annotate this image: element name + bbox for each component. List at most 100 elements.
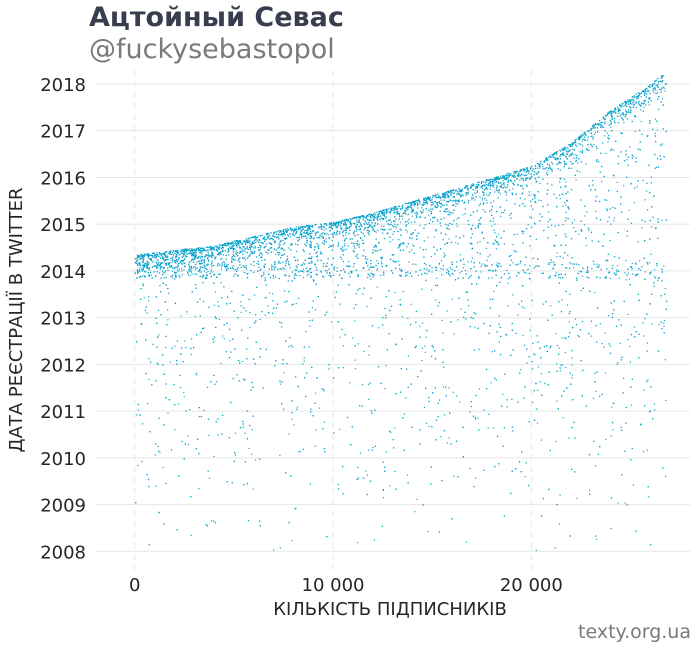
scatter-point xyxy=(646,449,648,451)
scatter-point xyxy=(464,201,466,203)
scatter-point xyxy=(624,272,626,274)
scatter-point xyxy=(583,224,586,226)
scatter-point xyxy=(217,301,219,303)
scatter-point xyxy=(475,187,477,190)
scatter-point xyxy=(414,212,416,214)
scatter-point xyxy=(640,105,642,107)
scatter-point xyxy=(658,108,660,111)
scatter-point xyxy=(492,220,494,222)
scatter-point xyxy=(465,185,467,187)
scatter-point xyxy=(298,297,300,299)
scatter-point xyxy=(631,154,633,156)
scatter-point xyxy=(148,300,150,302)
scatter-point xyxy=(410,202,412,204)
scatter-point xyxy=(493,290,495,292)
scatter-point xyxy=(350,218,352,221)
scatter-point xyxy=(352,337,354,339)
scatter-point xyxy=(559,494,561,496)
scatter-point xyxy=(644,271,646,273)
scatter-point xyxy=(435,207,437,209)
scatter-point xyxy=(431,289,433,291)
scatter-point xyxy=(385,209,387,211)
scatter-point xyxy=(286,258,289,260)
scatter-point xyxy=(299,275,301,277)
scatter-point xyxy=(467,202,469,204)
scatter-point xyxy=(551,155,554,157)
scatter-point xyxy=(296,406,298,408)
scatter-point xyxy=(242,243,244,245)
scatter-point xyxy=(664,90,666,92)
scatter-point xyxy=(181,249,183,251)
scatter-point xyxy=(578,264,580,266)
scatter-point xyxy=(485,247,488,249)
scatter-point xyxy=(519,175,521,177)
scatter-point xyxy=(233,259,235,261)
scatter-point xyxy=(216,250,219,252)
scatter-point xyxy=(448,210,450,212)
grid-layer xyxy=(95,70,690,570)
scatter-point xyxy=(456,218,458,220)
scatter-point xyxy=(429,197,431,199)
scatter-point xyxy=(325,223,327,225)
scatter-point xyxy=(241,242,244,244)
scatter-point xyxy=(378,327,380,329)
scatter-point xyxy=(442,332,444,334)
scatter-point xyxy=(453,333,455,335)
scatter-point xyxy=(556,153,558,155)
scatter-point xyxy=(278,233,280,236)
scatter-point xyxy=(269,292,271,294)
scatter-point xyxy=(350,225,352,227)
scatter-point xyxy=(414,229,416,231)
scatter-point xyxy=(208,434,210,437)
scatter-point xyxy=(623,101,625,103)
scatter-point xyxy=(566,267,568,269)
scatter-point xyxy=(171,266,173,268)
scatter-point xyxy=(210,271,212,273)
scatter-point xyxy=(323,229,325,231)
scatter-point xyxy=(178,250,180,252)
scatter-point xyxy=(186,253,188,255)
scatter-point xyxy=(361,216,363,218)
scatter-point xyxy=(633,96,635,99)
scatter-point xyxy=(367,383,370,385)
scatter-point xyxy=(382,497,385,499)
scatter-point xyxy=(592,127,594,129)
scatter-point xyxy=(356,244,358,246)
scatter-point xyxy=(586,139,589,141)
scatter-point xyxy=(662,75,664,77)
scatter-point xyxy=(385,296,387,298)
scatter-point xyxy=(557,168,559,170)
scatter-point xyxy=(599,123,601,125)
scatter-point xyxy=(474,326,476,328)
scatter-point xyxy=(480,271,482,273)
scatter-point xyxy=(529,168,531,170)
scatter-point xyxy=(191,273,193,275)
scatter-point xyxy=(655,80,657,82)
scatter-point xyxy=(359,228,361,230)
scatter-point xyxy=(152,343,154,345)
scatter-point xyxy=(661,75,663,77)
scatter-point xyxy=(547,170,549,172)
scatter-point xyxy=(226,264,228,266)
scatter-point xyxy=(375,216,377,218)
scatter-point xyxy=(225,245,227,247)
scatter-point xyxy=(355,217,357,219)
scatter-point xyxy=(309,483,311,485)
scatter-point xyxy=(318,227,320,229)
scatter-point xyxy=(654,118,657,120)
scatter-point xyxy=(570,188,573,191)
scatter-point xyxy=(305,331,307,333)
scatter-point xyxy=(195,374,198,376)
scatter-point xyxy=(408,206,410,208)
scatter-point xyxy=(423,203,425,206)
scatter-point xyxy=(190,354,192,356)
scatter-point xyxy=(355,225,358,227)
scatter-point xyxy=(339,221,341,224)
scatter-point xyxy=(244,259,246,261)
scatter-point xyxy=(447,191,449,193)
scatter-point xyxy=(609,345,611,347)
scatter-point xyxy=(208,260,210,262)
scatter-point xyxy=(572,267,575,269)
scatter-point xyxy=(304,227,306,229)
scatter-point xyxy=(604,199,606,201)
